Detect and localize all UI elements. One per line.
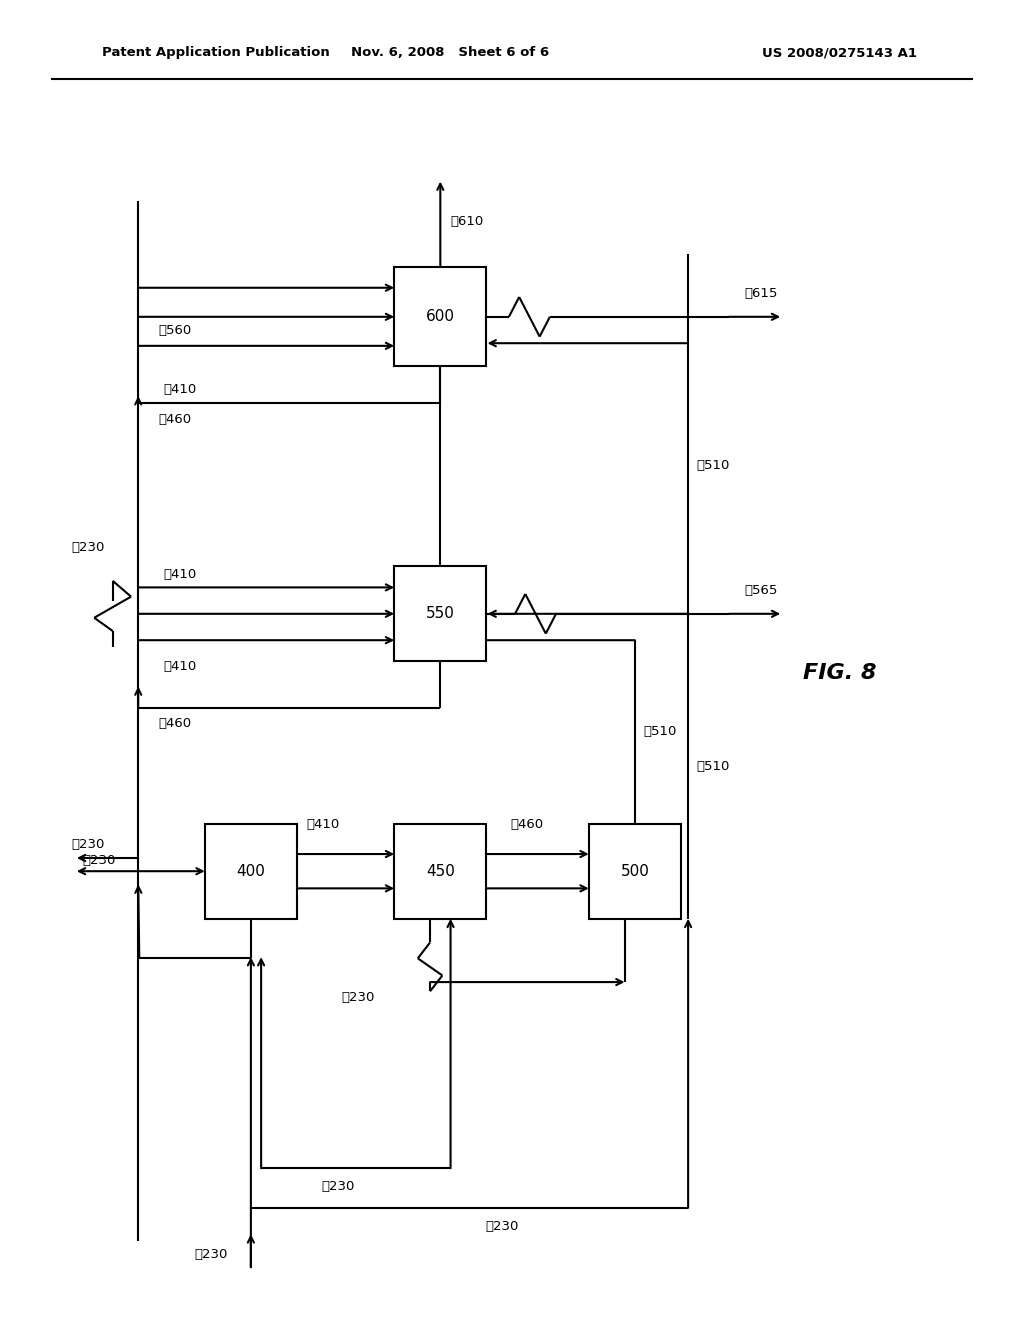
Text: ⌣230: ⌣230: [82, 854, 116, 867]
Text: ⌣560: ⌣560: [159, 323, 191, 337]
Text: Nov. 6, 2008   Sheet 6 of 6: Nov. 6, 2008 Sheet 6 of 6: [351, 46, 550, 59]
Bar: [394, 267, 486, 366]
Text: ⌣610: ⌣610: [451, 215, 483, 227]
Text: ⌣460: ⌣460: [159, 413, 191, 425]
Text: ⌣410: ⌣410: [306, 818, 339, 832]
Bar: [394, 566, 486, 661]
Text: ⌣510: ⌣510: [696, 760, 730, 772]
Text: ⌣410: ⌣410: [164, 383, 197, 396]
Text: Patent Application Publication: Patent Application Publication: [102, 46, 330, 59]
Text: FIG. 8: FIG. 8: [803, 663, 877, 684]
Bar: [394, 824, 486, 919]
Bar: [589, 824, 681, 919]
Text: ⌣460: ⌣460: [159, 717, 191, 730]
Text: ⌣510: ⌣510: [643, 726, 677, 738]
Text: ⌣565: ⌣565: [744, 583, 778, 597]
Text: ⌣510: ⌣510: [696, 459, 730, 471]
Text: US 2008/0275143 A1: US 2008/0275143 A1: [762, 46, 918, 59]
Text: 550: 550: [426, 606, 455, 622]
Text: ⌣615: ⌣615: [744, 286, 778, 300]
Text: 500: 500: [621, 863, 649, 879]
Text: ⌣230: ⌣230: [322, 1180, 354, 1193]
Text: ⌣230: ⌣230: [485, 1220, 518, 1233]
Text: ⌣410: ⌣410: [164, 660, 197, 673]
Text: ⌣230: ⌣230: [195, 1247, 228, 1261]
Text: 400: 400: [237, 863, 265, 879]
Text: 450: 450: [426, 863, 455, 879]
Text: 600: 600: [426, 309, 455, 325]
Text: ⌣230: ⌣230: [72, 838, 105, 851]
Text: ⌣460: ⌣460: [511, 818, 544, 832]
Bar: [205, 824, 297, 919]
Text: ⌣410: ⌣410: [164, 568, 197, 581]
Text: ⌣230: ⌣230: [342, 991, 375, 1005]
Text: ⌣230: ⌣230: [72, 541, 105, 554]
